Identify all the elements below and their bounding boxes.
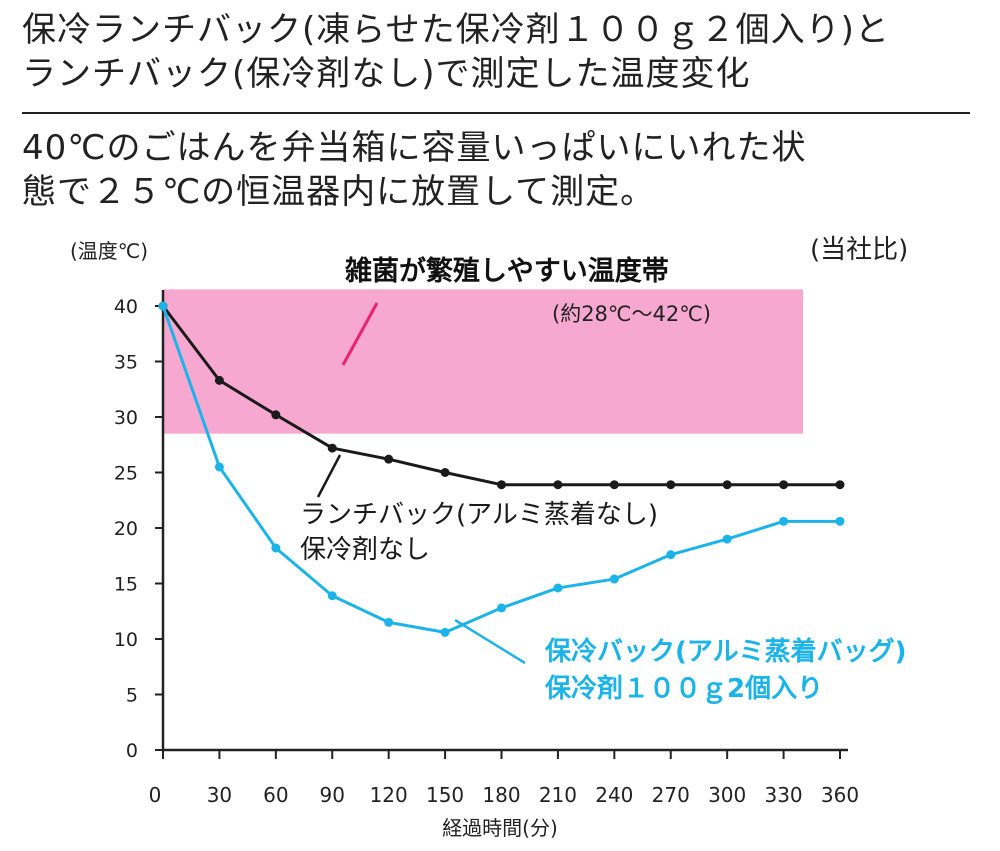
y-tick-label: 25 (114, 463, 138, 485)
data-point (440, 627, 450, 637)
comparison-note: (当社比) (810, 235, 908, 265)
data-point (666, 480, 676, 490)
y-tick-label: 30 (114, 407, 138, 429)
band-label: 雑菌が繁殖しやすい温度帯 (344, 255, 669, 287)
x-tick-label: 270 (652, 783, 690, 807)
chart-subtitle-line1: 40℃のごはんを弁当箱に容量いっぱいにいれた状 (22, 128, 807, 168)
data-point (271, 410, 281, 420)
data-point (214, 462, 224, 472)
y-axis: 0 5 10 15 20 25 30 35 40 (114, 290, 165, 762)
data-point (384, 617, 394, 627)
x-tick-label: 300 (708, 783, 746, 807)
data-point (779, 516, 789, 526)
x-tick-label: 30 (207, 783, 232, 807)
series-label-blue-line2: 保冷剤１００ｇ2個入り (544, 673, 823, 704)
x-tick-label: 360 (821, 783, 859, 807)
data-point (553, 583, 563, 593)
data-point (666, 550, 676, 560)
title-divider (22, 112, 970, 114)
series-label-black-pointer (316, 454, 342, 498)
series-label-black-line1: ランチバック(アルミ蒸着なし) (300, 500, 658, 530)
data-point (609, 574, 619, 584)
data-point (722, 480, 732, 490)
x-tick-label: 120 (370, 783, 408, 807)
data-point (779, 480, 789, 490)
data-point (440, 468, 450, 477)
y-tick-label: 15 (114, 574, 138, 596)
y-tick-label: 0 (126, 740, 138, 762)
x-tick-label: 0 (149, 783, 162, 807)
data-point (835, 480, 845, 490)
series-label-blue-line1: 保冷バック(アルミ蒸着バッグ) (544, 636, 907, 667)
x-tick-label: 150 (426, 783, 464, 807)
data-point (158, 301, 168, 311)
x-tick-label: 90 (320, 783, 345, 807)
y-tick-label: 10 (114, 629, 138, 651)
band-pointer (341, 302, 379, 366)
chart-title-line1: 保冷ランチバック(凍らせた保冷剤１００ｇ２個入り)と (22, 10, 890, 50)
data-point (497, 480, 506, 490)
y-tick-label: 35 (114, 352, 138, 374)
y-tick-label: 5 (126, 685, 138, 707)
data-point (497, 603, 506, 613)
data-point (722, 534, 732, 544)
x-tick-label: 330 (764, 783, 802, 807)
series-label-black-line2: 保冷剤なし (300, 535, 430, 565)
y-tick-label: 20 (114, 518, 138, 540)
chart-subtitle-line2: 態で２５℃の恒温器内に放置して測定。 (22, 172, 656, 212)
y-tick-label: 40 (114, 296, 138, 318)
data-point (327, 443, 337, 453)
x-tick-label: 240 (595, 783, 633, 807)
x-tick-label: 210 (539, 783, 577, 807)
data-point (384, 454, 394, 464)
series-label-blue-pointer (454, 618, 526, 665)
data-point (609, 480, 619, 490)
x-tick-label: 60 (263, 783, 288, 807)
data-point (553, 480, 563, 490)
data-point (214, 375, 224, 385)
x-axis-label: 経過時間(分) (442, 816, 558, 840)
band-sublabel: (約28℃～42℃) (552, 302, 711, 326)
chart-title-line2: ランチバック(保冷剤なし)で測定した温度変化 (22, 54, 751, 94)
y-axis-label: (温度℃) (70, 239, 148, 263)
data-point (271, 543, 281, 553)
data-point (327, 591, 337, 601)
x-tick-label: 180 (482, 783, 520, 807)
data-point (835, 516, 845, 526)
series-layer (158, 301, 845, 637)
chart-subtitle: 40℃のごはんを弁当箱に容量いっぱいにいれた状 態で２５℃の恒温器内に放置して測… (22, 126, 982, 214)
chart-title: 保冷ランチバック(凍らせた保冷剤１００ｇ２個入り)と ランチバック(保冷剤なし)… (22, 8, 982, 96)
x-axis: 0 30 60 90 120 150 180 210 240 270 300 330 360 (149, 748, 859, 807)
